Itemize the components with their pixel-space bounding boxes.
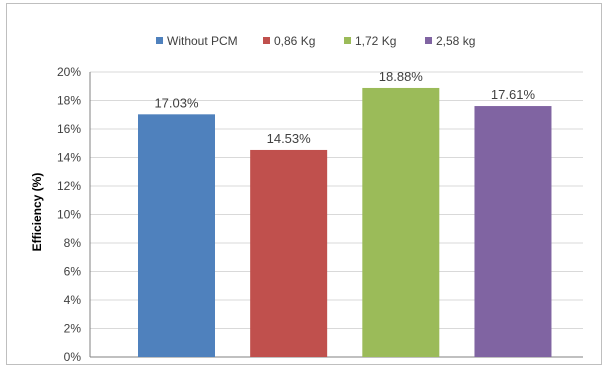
data-label-4: 17.61% bbox=[491, 87, 536, 102]
legend-swatch-2 bbox=[263, 37, 270, 44]
bar-1 bbox=[138, 114, 215, 357]
legend-swatch-1 bbox=[156, 37, 163, 44]
data-label-3: 18.88% bbox=[379, 69, 424, 84]
y-tick-label: 18% bbox=[57, 94, 81, 108]
bar-4 bbox=[474, 106, 552, 358]
y-tick-label: 6% bbox=[64, 265, 82, 279]
bars bbox=[138, 87, 552, 358]
legend: Without PCM 0,86 Kg 1,72 Kg 2,58 kg bbox=[156, 34, 475, 48]
bar-2 bbox=[250, 149, 328, 357]
legend-label-2: 0,86 Kg bbox=[274, 34, 315, 48]
y-tick-labels: 0% 2% 4% 6% 8% 10% 12% 14% 16% 18% 20% bbox=[57, 65, 81, 364]
y-tick-label: 10% bbox=[57, 208, 81, 222]
data-label-1: 17.03% bbox=[154, 95, 199, 110]
y-tick-label: 20% bbox=[57, 65, 81, 79]
y-tick-label: 8% bbox=[64, 236, 82, 250]
legend-label-3: 1,72 Kg bbox=[355, 34, 396, 48]
bar-3 bbox=[362, 87, 440, 358]
legend-label-1: Without PCM bbox=[167, 34, 238, 48]
y-tick-label: 2% bbox=[64, 322, 82, 336]
y-tick-label: 12% bbox=[57, 179, 81, 193]
y-tick-label: 0% bbox=[64, 350, 82, 364]
data-label-2: 14.53% bbox=[267, 131, 312, 146]
y-tick-label: 4% bbox=[64, 293, 82, 307]
y-tick-label: 14% bbox=[57, 151, 81, 165]
data-labels: 17.03% 14.53% 18.88% 17.61% bbox=[154, 69, 535, 146]
legend-swatch-3 bbox=[344, 37, 351, 44]
legend-label-4: 2,58 kg bbox=[436, 34, 475, 48]
legend-swatch-4 bbox=[425, 37, 432, 44]
y-axis-title: Efficiency (%) bbox=[30, 173, 44, 252]
y-tick-label: 16% bbox=[57, 122, 81, 136]
